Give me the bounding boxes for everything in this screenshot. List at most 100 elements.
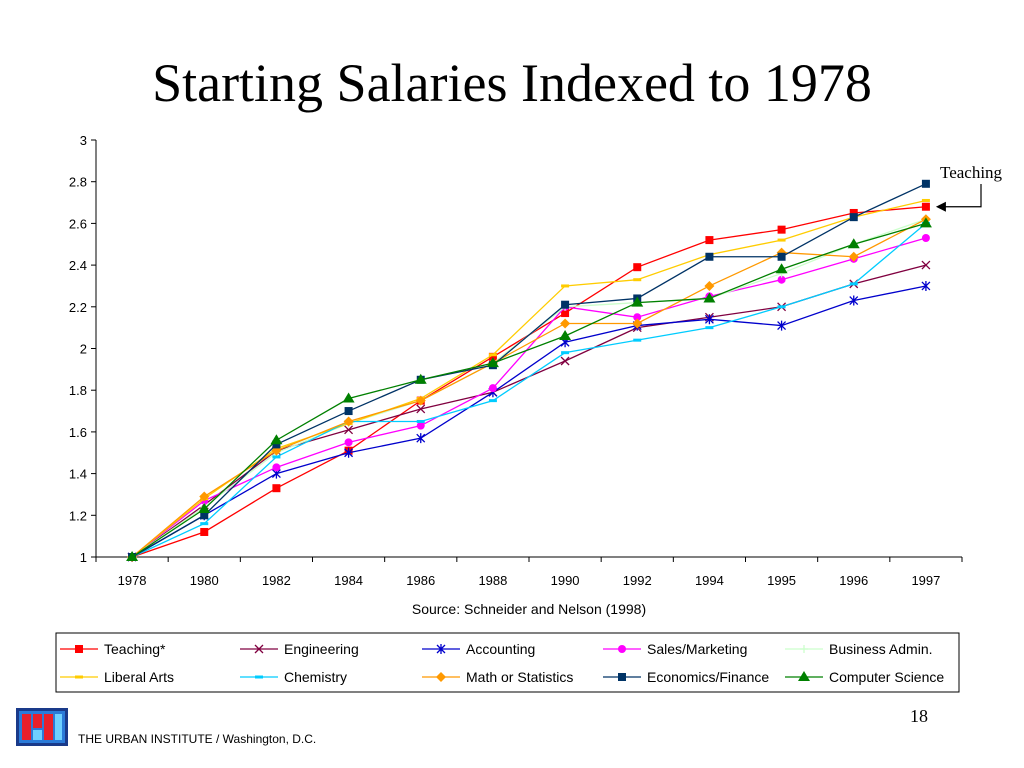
x-tick-label: 1990 <box>551 573 580 588</box>
series-teaching <box>128 202 930 561</box>
legend-marker <box>618 645 626 653</box>
data-point-teaching <box>705 236 714 245</box>
data-point-sales-marketing <box>344 438 353 447</box>
data-point-accounting <box>849 295 859 306</box>
legend-label: Sales/Marketing <box>647 641 747 657</box>
data-point-chemistry <box>488 399 497 403</box>
chart-legend: Teaching* Engineering Accounting Sales/Mark… <box>55 632 960 693</box>
x-tick-label: 1997 <box>911 573 940 588</box>
y-tick-label: 2.4 <box>69 258 87 273</box>
page-number: 18 <box>910 706 928 726</box>
data-point-liberal-arts <box>561 284 570 288</box>
legend-item-liberal-arts: Liberal Arts <box>60 669 174 685</box>
series-math-or-statistics <box>127 214 931 562</box>
legend-item-engineering: Engineering <box>240 641 359 657</box>
data-point-teaching <box>561 309 570 318</box>
data-point-sales-marketing <box>488 384 497 393</box>
y-tick-label: 2 <box>80 342 87 357</box>
data-point-math-or-statistics <box>632 318 643 329</box>
series-line-math-or-statistics <box>131 218 927 558</box>
y-tick-label: 1.6 <box>69 425 87 440</box>
series-business-admin <box>128 215 930 561</box>
data-point-economics-finance <box>849 213 858 222</box>
data-point-teaching <box>849 208 858 217</box>
series-line-business-admin <box>131 218 927 558</box>
series-engineering <box>127 260 931 562</box>
legend-label: Economics/Finance <box>647 669 769 685</box>
data-point-chemistry <box>416 419 425 423</box>
x-tick-label: 1980 <box>190 573 219 588</box>
data-point-economics-finance <box>705 252 714 261</box>
data-point-computer-science <box>198 503 211 514</box>
data-point-math-or-statistics <box>704 280 715 291</box>
x-axis-label: Source: Schneider and Nelson (1998) <box>412 601 646 617</box>
x-tick-label: 1978 <box>118 573 147 588</box>
legend-label: Math or Statistics <box>466 669 573 685</box>
data-point-computer-science <box>486 357 499 368</box>
series-line-engineering <box>131 264 927 558</box>
x-tick-label: 1994 <box>695 573 724 588</box>
series-line-sales-marketing <box>131 237 927 558</box>
data-point-computer-science <box>631 296 644 307</box>
legend-marker <box>798 671 810 681</box>
data-point-economics-finance <box>344 407 353 416</box>
data-point-chemistry <box>200 522 209 526</box>
series-line-economics-finance <box>131 183 927 558</box>
x-tick-label: 1984 <box>334 573 363 588</box>
data-point-computer-science <box>126 551 139 561</box>
legend-marker <box>255 675 263 679</box>
chart-axes: 1 1.2 1.4 1.6 1.8 2 2.2 2.4 2.6 2.8 3 1978 1980 1982 1… <box>69 133 963 588</box>
series-line-accounting <box>131 285 927 558</box>
data-point-math-or-statistics <box>848 251 859 262</box>
data-point-sales-marketing <box>272 463 281 472</box>
data-point-teaching <box>488 352 497 361</box>
data-point-computer-science <box>559 329 572 340</box>
data-point-engineering <box>921 260 931 270</box>
data-point-sales-marketing <box>921 233 930 242</box>
data-point-chemistry <box>561 351 570 355</box>
legend-label: Computer Science <box>829 669 944 685</box>
y-tick-label: 3 <box>80 133 87 148</box>
x-tick-label: 1982 <box>262 573 291 588</box>
data-point-economics-finance <box>200 511 209 520</box>
data-point-computer-science <box>270 434 283 445</box>
footer-text: THE URBAN INSTITUTE / Washington, D.C. <box>78 732 317 746</box>
legend-label: Engineering <box>284 641 359 657</box>
x-tick-label: 1986 <box>406 573 435 588</box>
data-point-liberal-arts <box>488 353 497 357</box>
series-sales-marketing <box>128 233 930 561</box>
legend-marker <box>618 673 626 681</box>
legend-label: Liberal Arts <box>104 669 174 685</box>
y-tick-label: 2.6 <box>69 216 87 231</box>
data-point-accounting <box>777 320 787 331</box>
data-point-economics-finance <box>561 300 570 309</box>
legend-item-accounting: Accounting <box>422 641 535 657</box>
data-point-teaching <box>200 527 209 536</box>
series-economics-finance <box>128 179 930 561</box>
data-point-computer-science <box>847 238 860 249</box>
x-tick-label: 1995 <box>767 573 796 588</box>
data-point-computer-science <box>919 217 932 228</box>
series-computer-science <box>126 217 932 561</box>
legend-marker <box>436 672 446 682</box>
data-point-computer-science <box>342 392 355 403</box>
data-point-engineering <box>416 404 426 414</box>
x-tick-label: 1996 <box>839 573 868 588</box>
data-point-economics-finance <box>272 440 281 449</box>
data-point-math-or-statistics <box>343 416 354 427</box>
annotation-arrowhead <box>935 201 946 212</box>
legend-item-computer-science: Computer Science <box>785 669 944 685</box>
series-line-chemistry <box>131 222 927 558</box>
data-point-accounting <box>416 433 426 444</box>
annotation-connector <box>943 184 982 208</box>
series-line-computer-science <box>131 222 927 558</box>
data-point-engineering <box>344 425 354 435</box>
legend-item-sales-marketing: Sales/Marketing <box>603 641 747 657</box>
data-point-engineering <box>560 356 570 366</box>
legend-label: Accounting <box>466 641 535 657</box>
series-accounting <box>127 280 931 562</box>
legend-item-chemistry: Chemistry <box>240 669 347 685</box>
legend-item-business-admin: Business Admin. <box>785 641 933 657</box>
data-point-accounting <box>921 280 931 291</box>
data-point-sales-marketing <box>633 313 642 322</box>
